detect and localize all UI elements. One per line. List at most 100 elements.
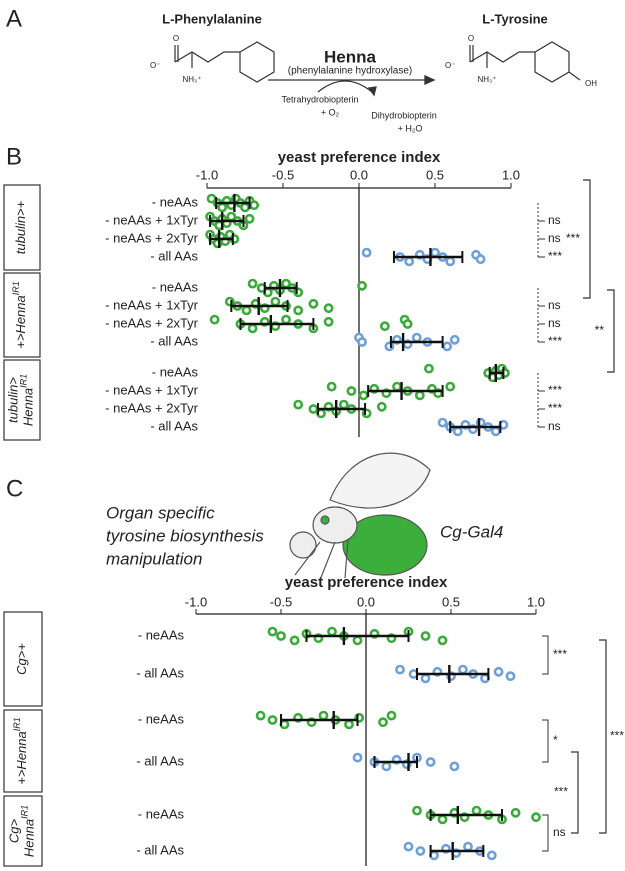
data-point <box>293 305 304 316</box>
data-point <box>449 761 460 772</box>
enzyme-full-name: (phenylalanine hydroxylase) <box>288 66 413 77</box>
data-point <box>267 715 278 725</box>
group-label-text: +>Henna <box>13 295 28 349</box>
x-tick-label: -1.0 <box>185 594 207 609</box>
cofactor-in: + O₂ <box>321 107 340 117</box>
data-point <box>437 635 448 646</box>
row-label: - neAAs + 2xTyr <box>105 315 199 330</box>
row-label: - all AAs <box>150 418 198 433</box>
group-label: +>HennaIR1 <box>11 281 28 349</box>
data-point <box>255 710 266 721</box>
data-point <box>323 303 334 314</box>
row-label: - neAAs + 1xTyr <box>105 212 199 227</box>
sig-bracket <box>542 635 549 675</box>
row-label: - neAAs <box>152 194 199 209</box>
data-point <box>358 390 369 401</box>
sig-label: ** <box>595 323 605 337</box>
data-point <box>327 626 337 637</box>
data-point <box>392 381 402 392</box>
group-box <box>3 184 41 271</box>
panel-letter: B <box>6 143 22 170</box>
sig-label: *** <box>610 729 624 743</box>
data-point <box>493 666 504 677</box>
sig-label: *** <box>554 785 568 799</box>
x-tick-label: 0.5 <box>426 167 444 182</box>
row-label: - all AAs <box>136 665 184 680</box>
data-point <box>209 314 220 325</box>
data-point <box>357 337 367 347</box>
data-point <box>395 664 405 675</box>
data-point <box>414 390 425 401</box>
data-point <box>378 717 388 728</box>
data-point <box>293 399 304 410</box>
data-point <box>463 841 473 852</box>
group-label-text: tubulin> <box>6 377 21 423</box>
data-point <box>486 850 497 861</box>
driver-label: Cg-Gal4 <box>440 522 503 541</box>
data-point <box>289 635 300 646</box>
group-label: tubulin>+ <box>13 200 28 254</box>
group-label-text: Henna <box>22 819 37 857</box>
header-text: tyrosine biosynthesis <box>106 526 264 545</box>
data-point <box>445 381 456 392</box>
atom-label: NH₃⁺ <box>477 75 496 84</box>
data-point <box>403 841 414 852</box>
product-name: L-Tyrosine <box>482 11 548 26</box>
header-text: Organ specific <box>106 503 215 522</box>
phenylalanine-structure <box>174 41 275 83</box>
data-point <box>241 305 252 316</box>
row-label: - neAAs <box>138 627 185 642</box>
data-point <box>249 200 260 211</box>
x-tick-label: 1.0 <box>502 167 520 182</box>
data-point <box>379 321 390 332</box>
sig-label: *** <box>548 249 562 263</box>
data-point <box>381 761 392 772</box>
data-point <box>437 814 448 825</box>
data-point <box>352 635 363 646</box>
data-point <box>346 386 357 396</box>
data-point <box>323 316 334 327</box>
data-point <box>490 426 501 437</box>
data-point <box>326 381 337 392</box>
cofactor-out: + H₂O <box>398 123 423 133</box>
sig-label: *** <box>553 647 567 661</box>
sig-label: *** <box>548 334 562 348</box>
group-label-text: Henna <box>21 388 36 426</box>
data-point <box>411 332 422 343</box>
data-point <box>247 323 258 334</box>
group-label-sup: IR1 <box>20 805 30 819</box>
sig-bracket <box>607 289 615 373</box>
x-tick-label: 1.0 <box>527 594 545 609</box>
data-point <box>318 710 329 721</box>
data-point <box>420 673 431 684</box>
group-label-text: tubulin>+ <box>13 200 28 254</box>
data-point <box>404 256 415 267</box>
data-point <box>531 812 541 823</box>
sig-bracket <box>599 639 607 834</box>
group-box <box>3 709 43 793</box>
sig-label: ns <box>548 298 561 312</box>
data-point <box>475 254 486 265</box>
x-tick-label: 0.5 <box>442 594 460 609</box>
data-point <box>437 417 448 428</box>
x-tick-label: -0.5 <box>272 167 294 182</box>
x-tick-label: 0.0 <box>350 167 368 182</box>
reaction-arrows <box>268 74 436 97</box>
row-label: - all AAs <box>136 842 184 857</box>
group-box <box>3 611 43 707</box>
sig-bracket <box>542 814 549 852</box>
group-label-sup: IR1 <box>12 717 22 731</box>
atom-label: OH <box>585 79 597 88</box>
tyrosine-structure <box>469 41 581 83</box>
data-point <box>430 247 440 258</box>
data-point <box>247 278 258 289</box>
sig-label: ns <box>548 213 561 227</box>
data-point <box>361 247 372 258</box>
data-point <box>505 671 516 682</box>
sig-label: ns <box>548 231 561 245</box>
group-label: Cg> <box>7 818 22 843</box>
panel-letter: A <box>6 5 22 32</box>
cofactor-out: Dihydrobiopterin <box>371 110 437 120</box>
data-point <box>415 846 426 856</box>
group-label: HennaIR1 <box>20 805 37 857</box>
